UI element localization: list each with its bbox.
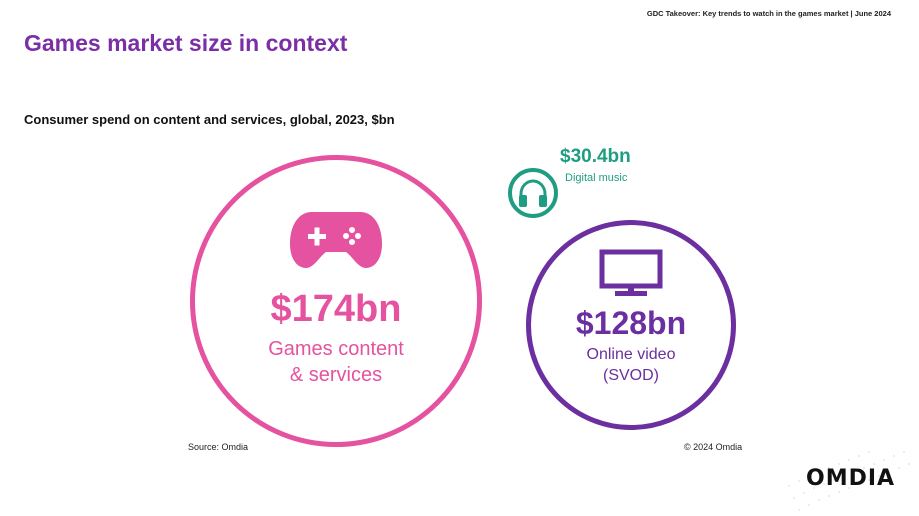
video-label: Online video (SVOD): [586, 346, 676, 384]
music-value: $30.4bn: [560, 146, 631, 167]
copyright-note: © 2024 Omdia: [684, 442, 743, 452]
bubble-music: [508, 168, 558, 218]
bubble-video: $128bn Online video (SVOD): [526, 220, 736, 430]
tv-icon: [599, 249, 663, 296]
header-note: GDC Takeover: Key trends to watch in the…: [646, 9, 891, 18]
chart-subtitle: Consumer spend on content and services, …: [24, 112, 395, 127]
headphones-icon: [519, 179, 547, 207]
video-value: $128bn: [575, 305, 687, 341]
bubble-games: $174bn Games content & services: [190, 155, 482, 447]
decorative-dot-pattern: [788, 451, 910, 511]
page-title: Games market size in context: [24, 30, 348, 56]
music-label: Digital music: [565, 172, 628, 184]
games-label: Games content & services: [268, 338, 404, 386]
omdia-logo: OMDIA: [806, 466, 896, 491]
gamepad-icon: [290, 212, 382, 268]
games-value: $174bn: [270, 288, 402, 330]
source-note: Source: Omdia: [188, 442, 249, 452]
